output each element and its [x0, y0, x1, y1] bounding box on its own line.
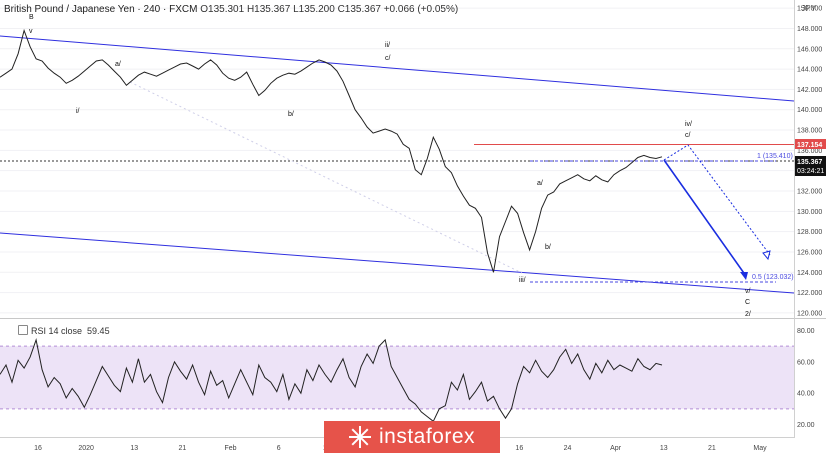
- countdown-text: 03:24:21: [797, 168, 824, 175]
- rsi-tick-label: 80.00: [797, 328, 815, 335]
- projection-arrow-solid: [663, 159, 747, 277]
- projection-arrow-dotted: [663, 144, 771, 256]
- price-tick-label: 146.000: [797, 46, 822, 53]
- time-tick-label: 2020: [78, 445, 94, 452]
- time-tick-label: 24: [564, 445, 572, 452]
- rsi-header: RSI 14 close 59.45: [18, 325, 110, 336]
- time-tick-label: Feb: [225, 445, 237, 452]
- current-price-tag: [795, 156, 826, 176]
- wave-label-B: B: [29, 14, 34, 21]
- price-tick-label: 132.000: [797, 189, 822, 196]
- price-tick-label: 122.000: [797, 290, 822, 297]
- time-tick-label: 21: [179, 445, 187, 452]
- price-tick-label: 136.000: [797, 148, 822, 155]
- instaforex-logo-icon: [348, 426, 371, 448]
- resistance-price-tag: [795, 139, 826, 149]
- projection-arrowhead-dotted: [762, 250, 771, 261]
- drawing-layer: [0, 28, 795, 294]
- price-tick-label: 130.000: [797, 209, 822, 216]
- channel-lower-line: [0, 232, 795, 294]
- wave-label-i: i/: [76, 108, 80, 115]
- price-tick-label: 142.000: [797, 87, 822, 94]
- wave-label-c: c/: [385, 55, 391, 62]
- wave-label-a2: a/: [537, 180, 543, 187]
- price-tick-label: 140.000: [797, 107, 822, 114]
- price-tick-label: 124.000: [797, 270, 822, 277]
- price-tick-label: 120.000: [797, 310, 822, 317]
- logo-text: instaforex: [378, 425, 476, 448]
- time-tick-label: Apr: [610, 445, 622, 452]
- time-tick-label: 16: [515, 445, 523, 452]
- fib-tool-trendline: [129, 81, 523, 274]
- time-tick-label: 6: [277, 445, 281, 452]
- wave-label-b: b/: [288, 111, 294, 118]
- current-price-text: 135.367: [797, 159, 822, 166]
- price-tick-label: 144.000: [797, 67, 822, 74]
- rsi-tick-label: 20.00: [797, 422, 815, 429]
- wave-label-2: 2/: [745, 311, 751, 318]
- price-series-line: [0, 28, 663, 273]
- price-tick-label: 128.000: [797, 229, 822, 236]
- ohlc-values: O135.301 H135.367 L135.200 C135.367 +0.0…: [200, 4, 459, 15]
- price-tick-label: 126.000: [797, 249, 822, 256]
- wave-label-v: v: [29, 28, 33, 35]
- time-tick-label: 21: [708, 445, 716, 452]
- rsi-tick-label: 40.00: [797, 391, 815, 398]
- fib-label-1: 1 (135.410): [757, 153, 793, 160]
- resistance-price-text: 137.154: [797, 142, 822, 149]
- wave-label-v2: v/: [745, 288, 751, 295]
- projection-arrowhead-solid: [740, 272, 748, 280]
- price-tick-label: 150.000: [797, 6, 822, 13]
- wave-label-C: C: [745, 299, 750, 306]
- grid: [0, 7, 794, 314]
- time-tick-label: May: [753, 445, 767, 452]
- wave-label-ii: ii/: [385, 42, 390, 49]
- wave-label-b2: b/: [545, 244, 551, 251]
- rsi-axis: 20.00 40.00 60.00 80.00: [797, 328, 815, 429]
- rsi-settings-icon[interactable]: [18, 325, 28, 335]
- wave-label-c2: c/: [685, 132, 691, 139]
- symbol-title[interactable]: British Pound / Japanese Yen · 240 · FXC…: [4, 4, 198, 15]
- time-tick-label: 13: [130, 445, 138, 452]
- wave-label-iv: iv/: [685, 121, 692, 128]
- wave-label-a: a/: [115, 61, 121, 68]
- instaforex-logo: instaforex: [324, 421, 500, 453]
- rsi-value: 59.45: [87, 326, 110, 336]
- time-tick-label: 13: [660, 445, 668, 452]
- rsi-series-line: [0, 338, 663, 423]
- rsi-label: RSI 14 close: [31, 326, 83, 336]
- fib-label-05: 0.5 (123.032): [752, 274, 794, 281]
- price-tick-label: 148.000: [797, 26, 822, 33]
- price-tick-label: 138.000: [797, 128, 822, 135]
- rsi-tick-label: 60.00: [797, 359, 815, 366]
- time-tick-label: 16: [34, 445, 42, 452]
- chart-header: British Pound / Japanese Yen · 240 · FXC…: [4, 4, 458, 15]
- wave-label-iii: iii/: [519, 277, 526, 284]
- currency-label: JPY: [801, 4, 816, 13]
- channel-upper-line: [0, 35, 795, 102]
